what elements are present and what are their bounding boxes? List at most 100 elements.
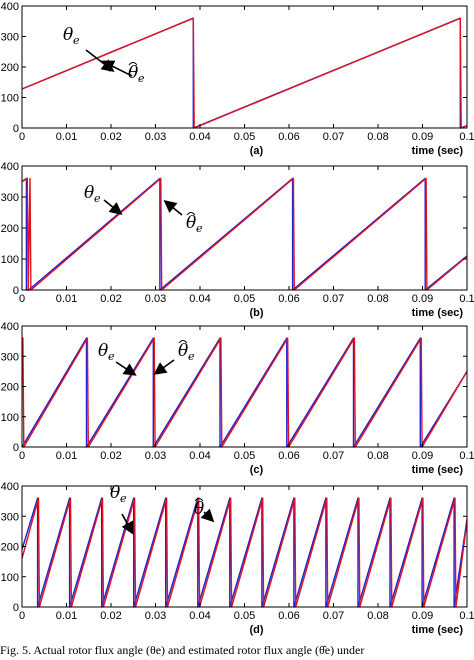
hat-accent <box>194 498 204 502</box>
subfigure-label: (b) <box>249 307 263 319</box>
annotation-subscript: e <box>196 222 203 235</box>
y-tick-label: 400 <box>1 321 19 333</box>
x-tick-label: 0.06 <box>278 450 299 462</box>
x-tick-label: 0.05 <box>234 131 255 143</box>
y-tick-label: 200 <box>1 382 19 394</box>
annotation-symbol: θ <box>128 63 138 83</box>
x-tick-label: 0.06 <box>278 131 299 143</box>
y-tick-label: 100 <box>1 572 19 584</box>
y-tick-label: 300 <box>1 511 19 523</box>
x-tick-label: 0.09 <box>412 131 433 143</box>
y-tick-label: 100 <box>1 254 19 266</box>
x-tick-label: 0 <box>19 131 25 143</box>
annotation-symbol: θ <box>98 341 108 361</box>
x-tick-label: 0.08 <box>367 131 388 143</box>
x-tick-label: 0.07 <box>323 450 344 462</box>
annotation-arrow <box>200 508 215 523</box>
chart-panel-b: 0 0.01 0.02 0.03 0.04 0.05 0.06 0.07 0.08 0.09 0.1… <box>1 161 474 319</box>
y-tick-label: 0 <box>13 442 19 454</box>
y-tick-label: 400 <box>1 1 19 13</box>
annotation-symbol: θ <box>63 25 73 45</box>
x-tick-label: 0 <box>19 293 25 305</box>
x-tick-label: 0.09 <box>412 610 433 622</box>
x-tick-label: 0.07 <box>323 293 344 305</box>
x-tick-label: 0.06 <box>278 293 299 305</box>
subfigure-label: (d) <box>249 624 263 636</box>
x-tick-label: 0.09 <box>412 293 433 305</box>
y-tick-label: 0 <box>13 123 19 135</box>
annotation-subscript: e <box>94 192 101 205</box>
plot-frame <box>21 5 468 129</box>
series-actual-angle-line <box>21 337 468 448</box>
annotation-arrow <box>163 199 183 216</box>
y-tick-label: 0 <box>13 285 19 297</box>
x-tick-label: 0.02 <box>100 131 121 143</box>
x-tick-label: 0.03 <box>145 131 166 143</box>
y-tick-label: 200 <box>1 223 19 235</box>
hat-accent <box>186 212 196 216</box>
annotation-symbol: θ <box>110 483 120 503</box>
y-tick-label: 300 <box>1 351 19 363</box>
annotation-symbol: θ <box>186 213 196 233</box>
x-axis-label: time (sec) <box>412 307 464 319</box>
x-tick-label: 0.08 <box>367 610 388 622</box>
x-tick-label: 0.04 <box>189 131 210 143</box>
annotation-arrow <box>153 359 175 375</box>
x-axis-label: time (sec) <box>412 624 464 636</box>
series-estimated-angle-line <box>22 337 468 448</box>
x-tick-label: 0.04 <box>189 450 210 462</box>
annotation-subscript: e <box>138 72 145 85</box>
y-tick-label: 300 <box>1 192 19 204</box>
annotation-arrow <box>121 513 134 535</box>
annotation-subscript: e <box>120 492 127 505</box>
subfigure-label: (c) <box>250 464 264 476</box>
x-tick-label: 0.05 <box>234 293 255 305</box>
x-tick-label: 0.02 <box>100 450 121 462</box>
x-tick-label: 0.01 <box>56 610 77 622</box>
x-axis-label: time (sec) <box>412 464 464 476</box>
x-tick-label: 0.04 <box>189 293 210 305</box>
series-estimated-angle-line <box>21 177 468 291</box>
y-tick-label: 300 <box>1 32 19 44</box>
annotation-arrow <box>103 199 123 216</box>
x-tick-label: 0.01 <box>56 293 77 305</box>
chart-panel-d: 0 0.01 0.02 0.03 0.04 0.05 0.06 0.07 0.08 0.09 0.1… <box>1 481 474 636</box>
figure-caption: Fig. 5. Actual rotor flux angle (θe) and… <box>0 643 365 657</box>
x-tick-label: 0.1 <box>459 450 474 462</box>
chart-panel-c: 0 0.01 0.02 0.03 0.04 0.05 0.06 0.07 0.08 0.09 0.1… <box>1 321 474 476</box>
x-axis-label: time (sec) <box>412 145 464 157</box>
x-tick-label: 0.03 <box>145 610 166 622</box>
y-tick-label: 400 <box>1 161 19 173</box>
x-tick-label: 0.07 <box>323 610 344 622</box>
x-tick-label: 0.08 <box>367 293 388 305</box>
hat-accent <box>178 340 188 344</box>
annotation-symbol: θ <box>178 341 188 361</box>
x-tick-label: 0.1 <box>459 131 474 143</box>
x-tick-label: 0.01 <box>56 131 77 143</box>
x-tick-label: 0.07 <box>323 131 344 143</box>
x-tick-label: 0.1 <box>459 610 474 622</box>
y-tick-label: 100 <box>1 412 19 424</box>
x-tick-label: 0.03 <box>145 293 166 305</box>
chart-panel-a: 0 0.01 0.02 0.03 0.04 0.05 0.06 0.07 0.08 0.09 0.1… <box>1 1 474 157</box>
x-tick-label: 0.06 <box>278 610 299 622</box>
y-tick-label: 200 <box>1 542 19 554</box>
series-estimated-angle-line <box>21 497 468 608</box>
x-tick-label: 0.05 <box>234 610 255 622</box>
annotation-subscript: e <box>108 350 115 363</box>
annotation-estimated-theta: θe <box>194 498 215 523</box>
x-tick-label: 0.02 <box>100 610 121 622</box>
y-tick-label: 100 <box>1 93 19 105</box>
x-tick-label: 0.01 <box>56 450 77 462</box>
annotation-symbol: θ <box>84 183 94 203</box>
series-actual-angle-line <box>21 497 468 608</box>
y-tick-label: 400 <box>1 481 19 493</box>
annotation-arrow <box>101 60 133 77</box>
subfigure-label: (a) <box>250 145 264 157</box>
